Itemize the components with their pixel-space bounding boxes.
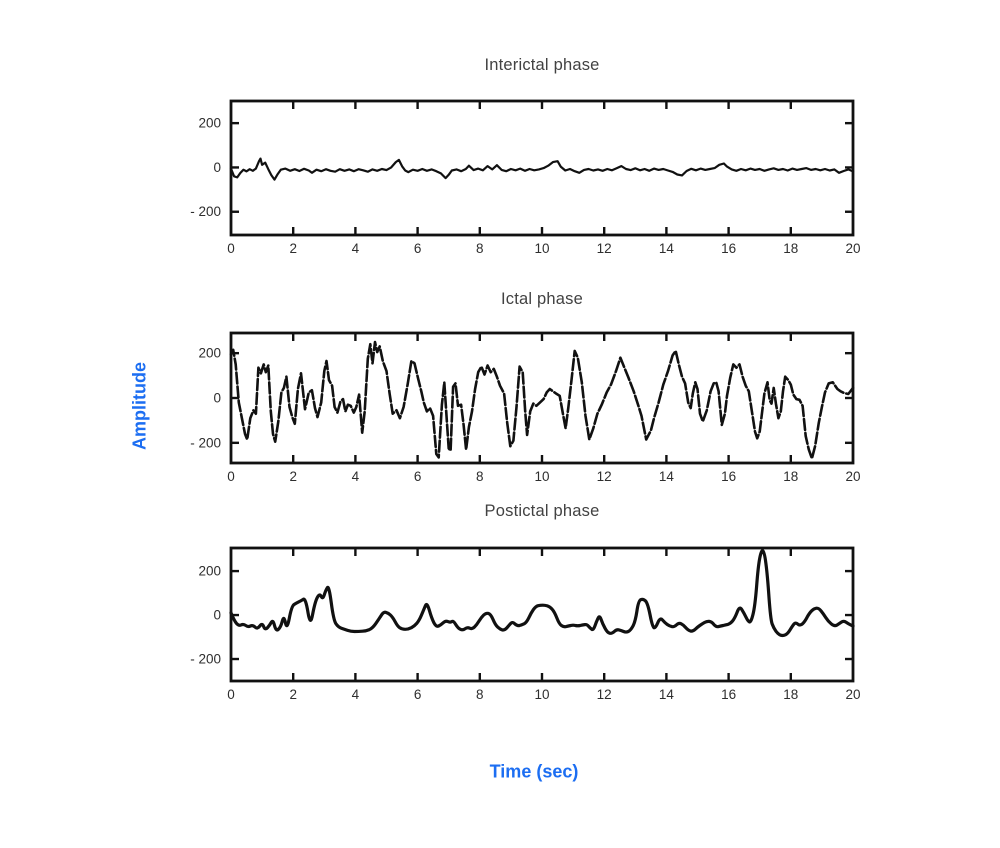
x-tick-label: 2 xyxy=(289,241,297,256)
x-tick-label: 12 xyxy=(597,241,612,256)
x-tick-label: 16 xyxy=(721,241,736,256)
x-tick-label: 20 xyxy=(845,241,860,256)
y-tick-label: 200 xyxy=(198,116,221,131)
x-tick-label: 8 xyxy=(476,241,484,256)
x-tick-label: 18 xyxy=(783,241,798,256)
x-tick-label: 0 xyxy=(227,469,235,484)
x-tick-label: 20 xyxy=(845,469,860,484)
x-tick-label: 0 xyxy=(227,241,235,256)
chart-ictal: 0 2 4 6 8 10 12 14 16 18 20 200 0 - 200 xyxy=(190,331,861,484)
x-tick-label: 10 xyxy=(534,241,549,256)
x-tick-label: 6 xyxy=(414,241,422,256)
x-tick-label: 20 xyxy=(845,687,860,702)
x-tick-label: 8 xyxy=(476,469,484,484)
y-tick-label: - 200 xyxy=(190,435,221,450)
x-tick-label: 10 xyxy=(534,687,549,702)
x-tick-label: 4 xyxy=(352,469,360,484)
signal-trace xyxy=(229,340,855,460)
chart-postictal: 0 2 4 6 8 10 12 14 16 18 20 200 0 - 200 xyxy=(190,546,861,702)
x-tick-label: 4 xyxy=(352,687,360,702)
x-tick-label: 14 xyxy=(659,241,675,256)
chart-interictal: 0 2 4 6 8 10 12 14 16 18 20 200 0 - 200 xyxy=(190,99,861,256)
x-tick-label: 18 xyxy=(783,469,798,484)
x-tick-label: 16 xyxy=(721,469,736,484)
x-tick-label: 6 xyxy=(414,469,422,484)
chart-title-interictal: Interictal phase xyxy=(484,56,600,74)
y-tick-label: - 200 xyxy=(190,652,221,667)
x-tick-label: 12 xyxy=(597,687,612,702)
y-tick-label: 0 xyxy=(213,608,221,623)
x-tick-label: 2 xyxy=(289,469,297,484)
x-tick-label: 12 xyxy=(597,469,612,484)
x-tick-label: 6 xyxy=(414,687,422,702)
y-tick-label: 200 xyxy=(198,564,221,579)
x-tick-label: 0 xyxy=(227,687,235,702)
signal-trace xyxy=(229,549,855,638)
y-tick-label: 200 xyxy=(198,346,221,361)
y-tick-label: 0 xyxy=(213,160,221,175)
x-tick-label: 10 xyxy=(534,469,549,484)
x-tick-label: 8 xyxy=(476,687,484,702)
plot-frame xyxy=(229,331,855,465)
chart-title-ictal: Ictal phase xyxy=(500,290,583,308)
chart-title-postictal: Postictal phase xyxy=(484,502,600,520)
x-tick-label: 14 xyxy=(659,687,675,702)
y-tick-label: - 200 xyxy=(190,204,221,219)
x-tick-label: 4 xyxy=(352,241,360,256)
x-tick-label: 14 xyxy=(659,469,675,484)
y-tick-label: 0 xyxy=(213,391,221,406)
x-tick-label: 2 xyxy=(289,687,297,702)
x-tick-label: 18 xyxy=(783,687,798,702)
x-tick-label: 16 xyxy=(721,687,736,702)
x-axis-label: Time (sec) xyxy=(489,761,579,782)
signal-trace xyxy=(229,157,855,181)
y-axis-label: Amplitude xyxy=(129,362,150,450)
